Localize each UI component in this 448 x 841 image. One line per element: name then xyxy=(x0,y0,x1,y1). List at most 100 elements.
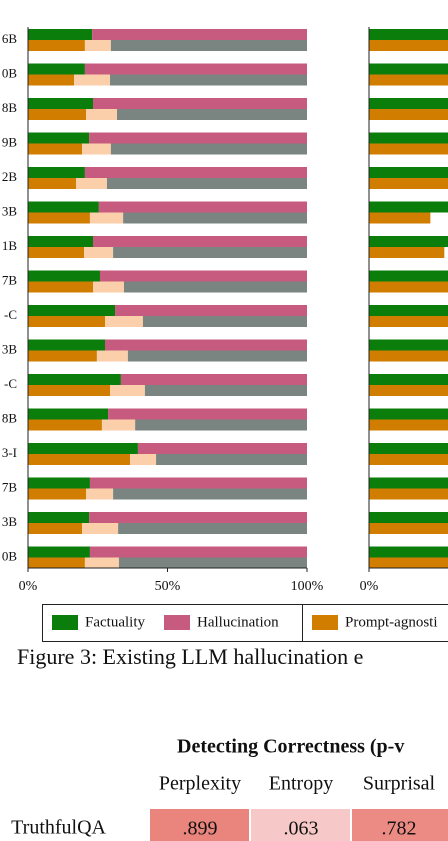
bar-segment xyxy=(28,63,85,75)
bar-segment xyxy=(369,178,448,189)
y-tick-label: -C xyxy=(4,307,17,322)
row-header: TruthfulQA xyxy=(11,817,106,839)
bar-segment xyxy=(89,512,307,523)
legend-label: Hallucination xyxy=(197,614,279,630)
table-value: .063 xyxy=(284,818,319,840)
bar-segment xyxy=(369,454,448,465)
bar-segment xyxy=(89,132,307,144)
bar-segment xyxy=(369,557,448,569)
bar-segment xyxy=(110,143,307,155)
bar-segment xyxy=(369,408,448,420)
bar-segment xyxy=(118,557,307,569)
bar-segment xyxy=(369,247,445,258)
y-tick-label: 7B xyxy=(2,272,18,287)
caption: Figure 3: Existing LLM hallucination e xyxy=(17,644,363,669)
y-tick-label: 0B xyxy=(2,548,18,563)
legend-label: Prompt-agnosti xyxy=(345,614,438,630)
y-tick-label: 1B xyxy=(2,238,18,253)
table-value: .782 xyxy=(382,818,417,840)
bar-segment xyxy=(369,305,448,316)
bar-segment xyxy=(369,212,431,224)
bar-segment xyxy=(144,385,307,396)
bar-segment xyxy=(84,63,307,75)
bar-segment xyxy=(137,443,307,454)
y-tick-label: 7B xyxy=(2,479,18,494)
bar-segment xyxy=(118,523,307,534)
bar-segment xyxy=(84,40,111,51)
bar-segment xyxy=(92,29,307,40)
bar-segment xyxy=(369,74,448,86)
bar-segment xyxy=(28,109,87,120)
bar-segment xyxy=(28,385,111,396)
bar-segment xyxy=(28,523,83,534)
bar-segment xyxy=(369,374,448,385)
bar-segment xyxy=(369,132,448,144)
column-header: Perplexity xyxy=(159,773,241,795)
y-tick-label: 3-I xyxy=(2,445,17,460)
bar-segment xyxy=(369,167,448,178)
bar-segment xyxy=(130,454,157,465)
bar-segment xyxy=(28,339,106,351)
bar-segment xyxy=(89,546,307,558)
bar-segment xyxy=(84,557,119,569)
bar-segment xyxy=(93,98,307,109)
bar-segment xyxy=(28,143,83,155)
bar-segment xyxy=(28,212,90,224)
bar-segment xyxy=(369,109,448,120)
bar-segment xyxy=(28,350,97,362)
bar-segment xyxy=(115,305,307,316)
bar-segment xyxy=(369,443,448,454)
legend-label: Factuality xyxy=(85,614,145,630)
y-tick-label: 8B xyxy=(2,410,18,425)
y-tick-label: 2B xyxy=(2,169,18,184)
bar-segment xyxy=(127,350,308,362)
bar-segment xyxy=(28,167,85,178)
bar-segment xyxy=(369,488,448,500)
legend-swatch xyxy=(52,615,78,630)
bar-segment xyxy=(110,74,307,86)
bar-segment xyxy=(28,454,131,465)
y-tick-label: 8B xyxy=(2,100,18,115)
bar-segment xyxy=(369,63,448,75)
y-tick-label: 3B xyxy=(2,203,18,218)
bar-segment xyxy=(28,408,109,420)
bar-segment xyxy=(28,29,93,40)
bar-segment xyxy=(113,488,307,500)
bar-segment xyxy=(369,29,448,40)
bar-segment xyxy=(156,454,307,465)
bar-segment xyxy=(123,212,307,224)
bar-segment xyxy=(28,178,76,189)
bar-segment xyxy=(369,281,448,293)
bar-segment xyxy=(369,546,448,558)
column-header: Surprisal xyxy=(363,773,436,795)
bar-segment xyxy=(82,523,119,534)
bar-segment xyxy=(28,374,121,385)
bar-segment xyxy=(113,247,307,258)
bar-segment xyxy=(369,339,448,351)
table-value: .899 xyxy=(183,818,218,840)
bar-segment xyxy=(28,305,116,316)
y-tick-label: 6B xyxy=(2,31,18,46)
bar-segment xyxy=(75,178,107,189)
bar-segment xyxy=(28,132,90,144)
bar-segment xyxy=(28,201,99,213)
bar-segment xyxy=(89,477,307,489)
y-tick-label: 3B xyxy=(2,341,18,356)
legend-box xyxy=(42,604,448,642)
bar-segment xyxy=(106,178,307,189)
x-tick-label: 100% xyxy=(291,579,324,594)
bar-segment xyxy=(93,236,307,247)
x-tick-label: 0% xyxy=(360,579,379,594)
bar-segment xyxy=(369,236,448,247)
bar-segment xyxy=(369,512,448,523)
bar-segment xyxy=(28,40,85,51)
bar-segment xyxy=(74,74,111,86)
bar-segment xyxy=(123,281,307,293)
bar-segment xyxy=(28,419,102,431)
bar-segment xyxy=(84,167,307,178)
table-title: Detecting Correctness (p-v xyxy=(177,736,404,758)
bar-segment xyxy=(82,143,111,155)
bar-segment xyxy=(28,247,85,258)
bar-segment xyxy=(135,419,307,431)
